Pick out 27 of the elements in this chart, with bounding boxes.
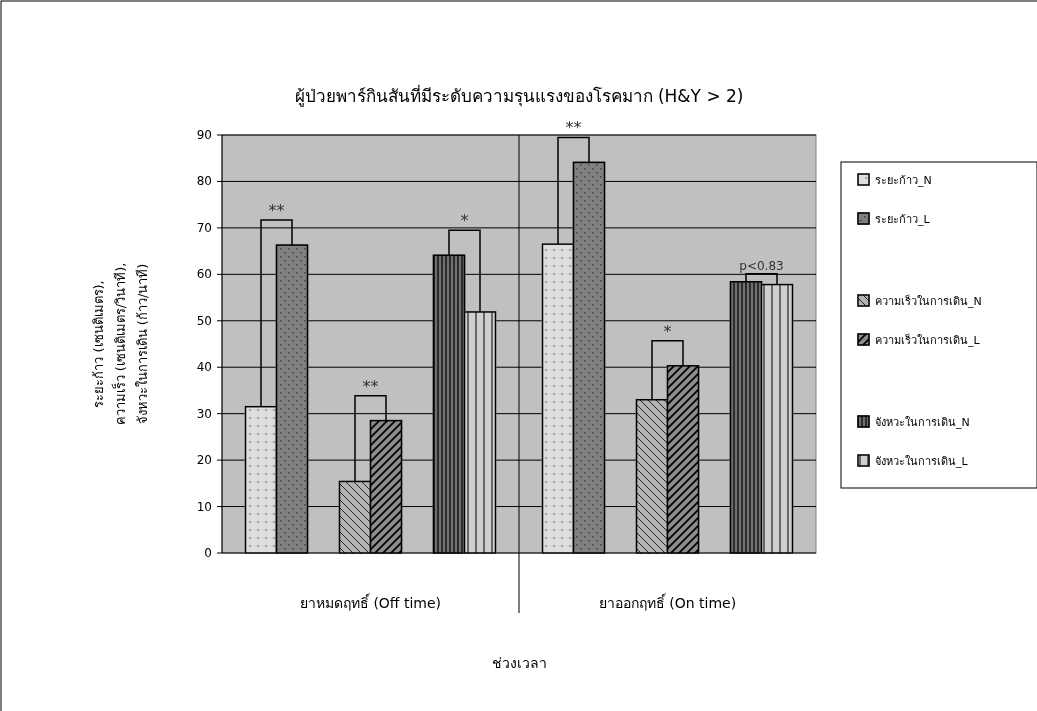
y-tick-label: 0 [204, 546, 212, 560]
annotation: ** [268, 201, 285, 221]
legend-label: ความเร็วในการเดิน_L [875, 333, 981, 347]
x-tick-label: ยาออกฤทธิ์ (On time) [598, 593, 737, 611]
annotation: ** [362, 376, 379, 396]
annotation: p<0.83 [739, 258, 784, 273]
annotation: ** [565, 118, 582, 138]
annotation: * [460, 211, 469, 231]
annotation: * [663, 321, 672, 341]
x-tick-label: ยาหมดฤทธิ์ (Off time) [299, 593, 442, 611]
y-tick-label: 70 [196, 220, 212, 235]
y-tick-label: 40 [196, 360, 212, 375]
legend-label: ระยะก้าว_L [875, 213, 931, 226]
legend-label: จังหวะในการเดิน_N [875, 416, 970, 429]
legend-label: ระยะก้าว_N [875, 174, 932, 187]
chart-title: ผู้ป่วยพาร์กินสันที่มีระดับความรุนแรงของโรคมาก (H&Y > 2) [294, 84, 744, 107]
y-tick-label: 20 [196, 453, 212, 468]
legend-label: ความเร็วในการเดิน_N [875, 294, 982, 308]
y-tick-label: 80 [196, 174, 212, 189]
x-axis-title: ช่วงเวลา [491, 655, 547, 671]
y-tick-label: 90 [196, 128, 212, 142]
y-tick-label: 60 [196, 267, 212, 282]
y-tick-label: 50 [196, 313, 212, 328]
y-tick-label: 10 [196, 499, 212, 514]
legend-label: จังหวะในการเดิน_L [875, 455, 969, 468]
y-axis-title: ระยะก้าว (เซนติเมตร), ความเร็ว (เซนติเมตร/วินาที), จังหวะในการเดิน (ก้าว/นาที) [91, 262, 150, 426]
y-tick-label: 30 [196, 406, 212, 421]
